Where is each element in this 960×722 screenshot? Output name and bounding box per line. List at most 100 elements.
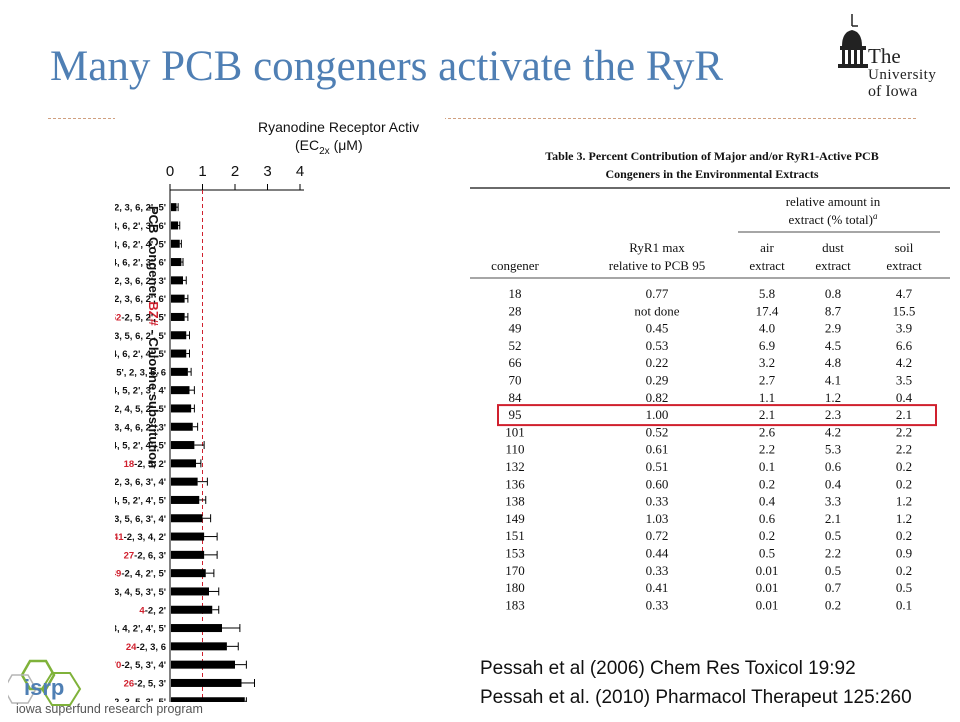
table-cell: 5.8 — [759, 286, 775, 301]
category-label: 159-2, 3, 4, 5, 3', 5' — [115, 587, 166, 598]
table-cell: 1.2 — [896, 494, 912, 509]
category-label: 187-2', 4', 5', 2, 3, 5, 6 — [115, 367, 166, 378]
table-cell: 3.3 — [825, 494, 841, 509]
university-of-iowa-logo: The University of Iowa — [838, 12, 946, 104]
table-cell: 2.3 — [825, 407, 841, 422]
bar — [171, 624, 222, 633]
column-header-line-2: extract — [886, 258, 922, 273]
category-bz: 4 — [139, 605, 145, 616]
table-cell: 0.33 — [646, 494, 669, 509]
table-cell: 2.1 — [759, 407, 775, 422]
table-cell: 2.2 — [825, 546, 841, 561]
category-substitution: -2, 3, 6, 2', 6' — [115, 294, 166, 305]
bar — [171, 495, 200, 504]
table-cell: 15.5 — [893, 303, 916, 318]
reference-1: Pessah et al (2006) Chem Res Toxicol 19:… — [480, 658, 856, 679]
table-cell: 0.45 — [646, 321, 669, 336]
table-cell: 0.53 — [646, 338, 669, 353]
category-label: 84-2, 3, 6, 2', 3' — [115, 276, 166, 287]
bar — [171, 697, 245, 706]
table-cell: 2.2 — [759, 442, 775, 457]
table-cell: 0.01 — [756, 563, 779, 578]
table-title-line-1: Table 3. Percent Contribution of Major a… — [545, 149, 878, 163]
table-cell: 0.2 — [896, 563, 912, 578]
bar — [171, 276, 183, 285]
logo-line-3: of Iowa — [868, 83, 918, 100]
bar — [171, 349, 187, 358]
category-substitution: -2, 5, 2' — [134, 459, 166, 470]
table-cell: 0.5 — [896, 580, 912, 595]
table-cell: 6.6 — [896, 338, 913, 353]
category-label: 170-2, 3, 4, 5, 2', 3', 4' — [115, 386, 166, 397]
table-cell: 84 — [509, 390, 523, 405]
table-cell: 0.77 — [646, 286, 669, 301]
category-bz: 49 — [115, 569, 121, 580]
table-cell: 0.01 — [756, 597, 779, 612]
slide-title: Many PCB congeners activate the RyR — [50, 43, 724, 90]
table-cell: 149 — [505, 511, 525, 526]
isrp-mark: isrp — [24, 675, 64, 700]
column-header-line-2: extract — [815, 258, 851, 273]
bar — [171, 605, 213, 614]
table-cell: 4.5 — [825, 338, 841, 353]
table-cell: 5.3 — [825, 442, 841, 457]
table-cell: 183 — [505, 597, 525, 612]
category-substitution: -2, 3, 4, 6, 2', 4', 5' — [115, 349, 166, 360]
category-substitution: -2, 6, 3' — [134, 550, 166, 561]
table-cell: 4.2 — [896, 355, 912, 370]
table-cell: 0.52 — [646, 424, 669, 439]
bar — [171, 404, 192, 413]
column-header-line-1: soil — [895, 240, 914, 255]
group-header-sup: a — [873, 211, 878, 221]
table-cell: 8.7 — [825, 303, 842, 318]
table-cell: 0.8 — [825, 286, 841, 301]
old-capitol-dome-icon — [838, 14, 868, 68]
bar — [171, 386, 190, 395]
category-bz: 70 — [115, 660, 121, 671]
table-cell: 153 — [505, 546, 525, 561]
category-bz: 24 — [126, 642, 137, 653]
table-cell: 0.2 — [896, 476, 912, 491]
category-label: 96-2, 3, 6, 2', 6' — [115, 294, 166, 305]
bar — [171, 221, 179, 230]
table-cell: 4.7 — [896, 286, 913, 301]
table-cell: 0.2 — [896, 459, 912, 474]
category-label: 26-2, 5, 3' — [124, 678, 166, 689]
isrp-logo: isrp iowa superfund research program — [3, 655, 223, 717]
table-cell: 138 — [505, 494, 525, 509]
category-substitution: -2, 4, 5, 2', 5' — [115, 404, 166, 415]
column-header-line-1: dust — [822, 240, 844, 255]
title-divider — [48, 118, 916, 119]
category-substitution: -2, 3, 4, 6, 2', 3' — [115, 422, 166, 433]
table-cell: 2.7 — [759, 373, 776, 388]
bar — [171, 459, 196, 468]
category-substitution: -2, 3, 4, 2', 4', 5' — [115, 624, 166, 635]
category-label: 151-2, 3, 5, 6, 2', 5' — [115, 331, 166, 342]
table-cell: 0.9 — [896, 546, 912, 561]
category-label: 149-2, 3, 6, 2', 4', 5' — [115, 239, 166, 250]
table-cell: 6.9 — [759, 338, 775, 353]
table-cell: 2.6 — [759, 424, 776, 439]
table-cell: 0.4 — [825, 476, 842, 491]
table-cell: 170 — [505, 563, 525, 578]
x-tick-label: 0 — [166, 163, 174, 180]
bar-chart-svg: Ryanodine Receptor Activ (EC2x (μM) 0 1 2 3 4 P… — [72, 119, 419, 711]
bar — [171, 331, 187, 340]
table-cell: 0.29 — [646, 373, 669, 388]
table-cell: 1.1 — [759, 390, 775, 405]
table-svg: Table 3. Percent Contribution of Major a… — [470, 149, 950, 612]
category-substitution: -2, 3, 4, 5, 2', 3', 4' — [115, 386, 166, 397]
table-cell: 3.5 — [896, 373, 912, 388]
table-title-line-2: Congeners in the Environmental Extracts — [605, 167, 818, 181]
y-axis-label-part: - Chlorine substitution — [146, 326, 161, 468]
table-cell: 1.2 — [825, 390, 841, 405]
category-substitution: -2', 4', 5', 2, 3, 5, 6 — [115, 367, 166, 378]
table-cell: 0.44 — [646, 546, 669, 561]
table-cell: 180 — [505, 580, 525, 595]
category-label: 49-2, 4, 2', 5' — [115, 569, 166, 580]
table-cell: 0.2 — [759, 528, 775, 543]
table-cell: 66 — [509, 355, 523, 370]
category-label: 183-2, 3, 4, 6, 2', 4', 5' — [115, 349, 166, 360]
bar — [171, 678, 242, 687]
category-label: 132-2, 3, 4, 6, 2', 3' — [115, 422, 166, 433]
